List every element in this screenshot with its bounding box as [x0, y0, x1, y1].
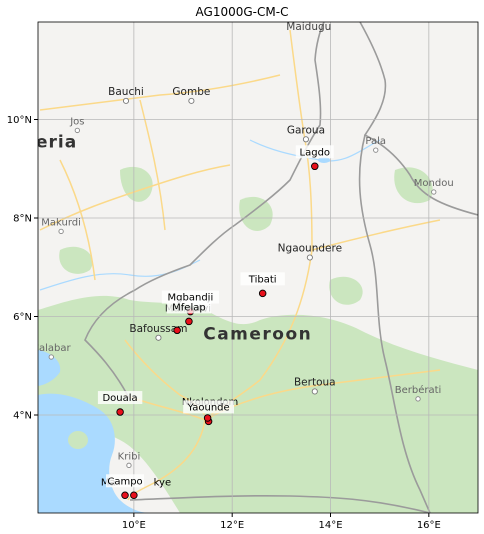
y-tick-label: 6°N: [13, 312, 32, 323]
label-fragment: kye: [154, 477, 172, 488]
country-borders: [84, 22, 478, 513]
country-label-cameroon: Cameroon: [203, 325, 312, 345]
city-label: Gombe: [172, 86, 210, 98]
site-label: Lagdo: [300, 147, 331, 158]
site-label: Mfelap: [172, 302, 206, 313]
site-label-box: [97, 391, 143, 405]
y-tick-label: 4°N: [13, 411, 32, 422]
site-marker[interactable]: [116, 408, 124, 416]
x-tick-label: 16°E: [417, 520, 441, 531]
country-label-nigeria: eria: [36, 133, 77, 153]
site-label: Mgbandji: [168, 293, 214, 304]
site-marker[interactable]: [173, 326, 181, 335]
x-tick-label: 10°E: [122, 520, 146, 531]
city-label-maiduguri: Maidugu: [286, 21, 331, 33]
site-label: Tibati: [248, 274, 277, 285]
site-label-box: [166, 300, 212, 314]
coastal-water: [38, 350, 61, 386]
town-label: Makurdi: [41, 217, 81, 228]
town-dot: [431, 189, 437, 195]
y-tick-label: 10°N: [7, 115, 32, 126]
town-dot: [48, 354, 54, 360]
site-marker[interactable]: [185, 317, 193, 326]
lagdo-reservoir: [318, 157, 330, 163]
site-marker[interactable]: [130, 491, 138, 500]
bioko-island: [68, 431, 88, 449]
y-tick-label: 8°N: [13, 214, 32, 225]
city-label: Ngaoundere: [278, 242, 342, 254]
town-label: Berbérati: [395, 384, 442, 396]
site-label: Yaounde: [187, 402, 230, 413]
site-label-box: [106, 474, 145, 488]
town-dot: [373, 147, 379, 153]
city-dot: [122, 97, 130, 104]
town-dot: [74, 127, 80, 134]
site-label: Douala: [102, 393, 137, 404]
city-dot: [155, 334, 162, 341]
site-label-box: [295, 145, 334, 159]
city-label: Bertoua: [294, 376, 336, 388]
site-label-box: [240, 272, 285, 286]
site-marker[interactable]: [311, 162, 319, 171]
forest-areas: [38, 166, 478, 513]
town-dot: [415, 396, 421, 402]
city-dot: [188, 97, 195, 104]
city-dot: [302, 136, 309, 143]
axis-ticks: 10°E 12°E 14°E 16°E 4°N 6°N 8°N 10°N: [7, 115, 441, 531]
site-marker[interactable]: [203, 414, 212, 422]
city-label: Garoua: [287, 124, 325, 136]
town-label: Pala: [365, 136, 386, 147]
town-label: Kribi: [118, 451, 141, 462]
city-label: Bauchi: [108, 86, 144, 98]
city-dot: [306, 254, 313, 261]
town-dot: [58, 228, 64, 235]
map-frame: [37, 21, 479, 514]
town-label: Jos: [69, 116, 84, 127]
site-label-box: [161, 290, 220, 304]
city-dot: [311, 388, 318, 395]
town-label: Mondou: [414, 178, 454, 189]
basemap: Cameroon eria Maidugu Garoua Ngaoundere Bafou…: [32, 21, 478, 513]
x-tick-label: 12°E: [220, 520, 244, 531]
map-title: AG1000G-CM-C: [195, 5, 289, 19]
city-label: Bafoussam: [129, 323, 187, 335]
site-marker[interactable]: [258, 289, 267, 298]
site-marker[interactable]: [121, 491, 129, 500]
site-label-box: [183, 400, 234, 414]
gulf-of-guinea: [38, 393, 150, 513]
town-dot: [126, 462, 132, 468]
site-label: Campo: [107, 476, 142, 487]
town-label: Calabar: [32, 343, 71, 354]
x-tick-label: 14°E: [318, 520, 342, 531]
graticule: [38, 22, 478, 513]
basemap-labels: Cameroon eria Maidugu Garoua Ngaoundere Bafou…: [32, 21, 454, 468]
